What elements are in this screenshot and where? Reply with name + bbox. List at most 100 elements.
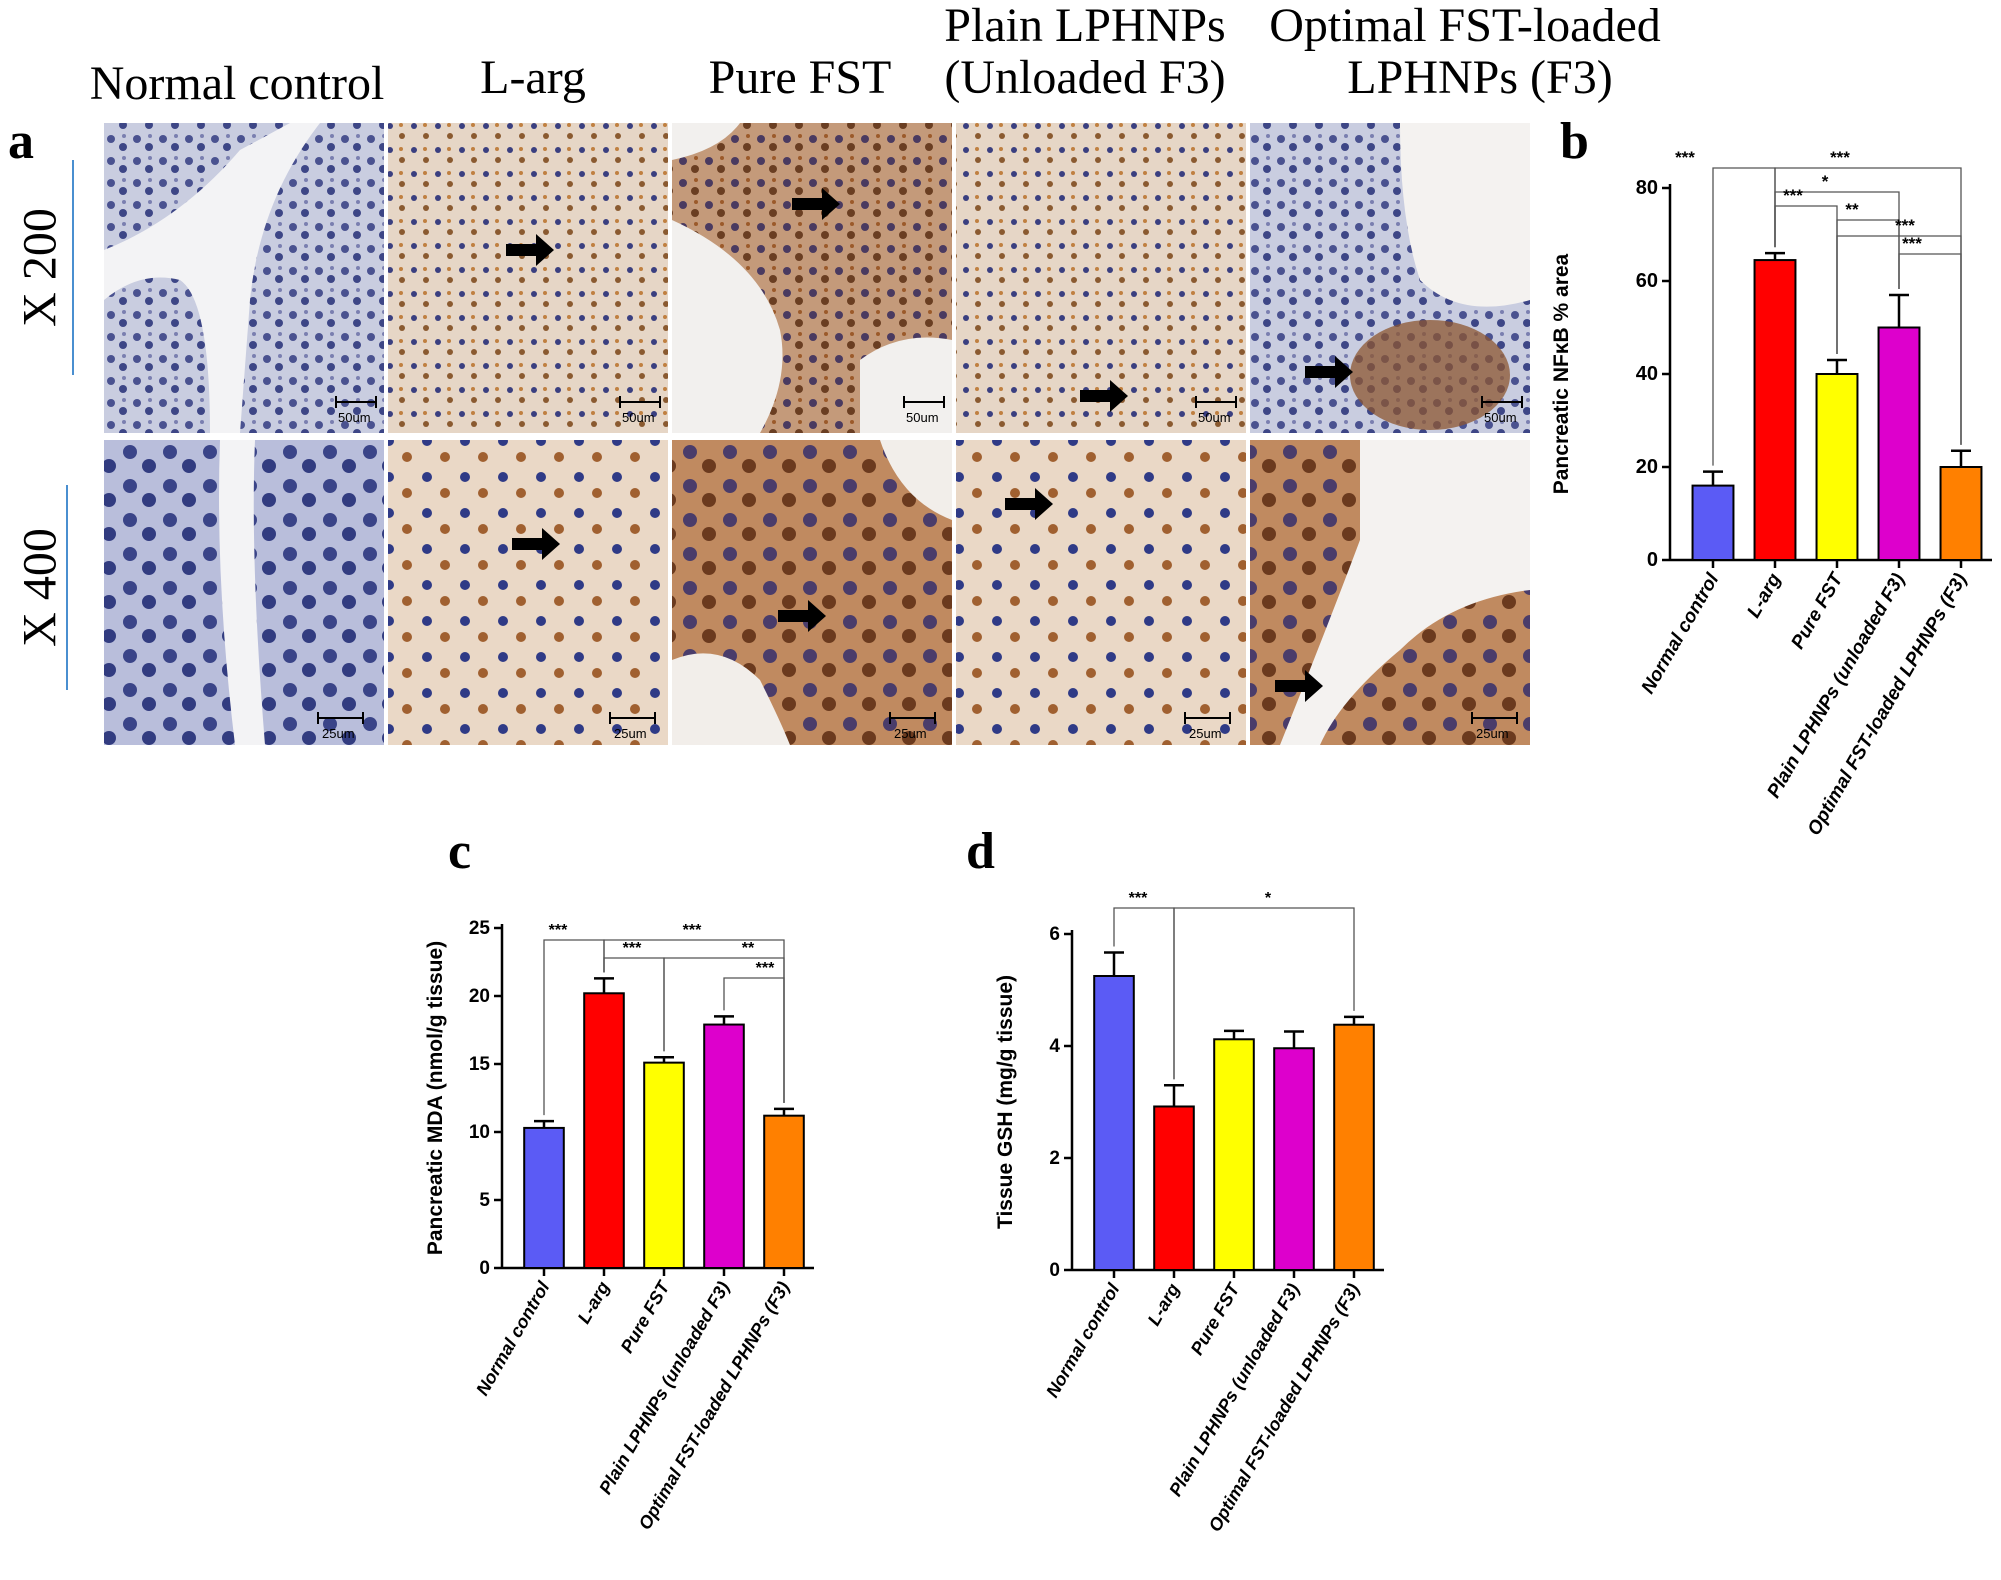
category-label: Normal control xyxy=(472,1277,554,1399)
category-label: Pure FST xyxy=(1787,569,1848,653)
column-header-line: Normal control xyxy=(89,57,385,110)
y-axis-label: Pancreatic NFκB % area xyxy=(1550,253,1573,494)
y-tick-label: 40 xyxy=(1636,363,1658,385)
lumen xyxy=(104,123,320,433)
bar xyxy=(583,992,625,1269)
significance-label: *** xyxy=(1830,150,1850,167)
bar xyxy=(1815,373,1859,561)
significance-label: ** xyxy=(742,940,755,957)
significance-bracket xyxy=(1173,907,1355,1080)
bar xyxy=(1877,326,1921,561)
column-header-l-arg: L-arg xyxy=(388,52,678,104)
bar xyxy=(643,1061,685,1269)
column-header-line: Optimal FST-loaded xyxy=(1269,0,1661,52)
column-header-line: Plain LPHNPs xyxy=(944,0,1226,52)
bar xyxy=(1939,466,1983,561)
column-header-line: LPHNPs (F3) xyxy=(1347,51,1613,104)
column-header-pure-fst: Pure FST xyxy=(660,52,940,104)
y-tick-label: 0 xyxy=(1049,1260,1060,1281)
arrow-icon xyxy=(1005,488,1053,520)
y-tick-label: 0 xyxy=(479,1258,490,1279)
arrow-icon xyxy=(1080,380,1128,412)
arrow-icon xyxy=(778,600,826,632)
micrograph-plain-400 xyxy=(956,440,1246,745)
bar xyxy=(763,1114,805,1269)
micrograph-plain-200 xyxy=(956,123,1246,433)
bar xyxy=(1093,975,1135,1271)
column-header-line: Pure FST xyxy=(708,51,892,104)
scale-bar-label: 50um xyxy=(906,410,939,425)
category-label: Normal control xyxy=(1638,569,1724,697)
significance-label: *** xyxy=(1895,216,1915,235)
significance-label: *** xyxy=(1675,150,1695,167)
arrow-icon xyxy=(506,234,554,266)
scale-bar-label: 50um xyxy=(1198,410,1231,425)
arrow-icon xyxy=(1305,356,1353,388)
y-tick-label: 20 xyxy=(1636,456,1658,478)
significance-label: *** xyxy=(549,922,568,939)
y-tick-label: 0 xyxy=(1647,549,1658,571)
arrow-icon xyxy=(1275,670,1323,702)
bar xyxy=(1691,484,1735,562)
scale-bar-label: 25um xyxy=(322,726,355,741)
column-header-plain-lphnps: Plain LPHNPs (Unloaded F3) xyxy=(925,0,1245,104)
arrow-icon xyxy=(512,528,560,560)
significance-bracket xyxy=(723,977,785,1103)
scale-bar-label: 50um xyxy=(338,410,371,425)
significance-label: *** xyxy=(623,940,642,957)
y-tick-label: 2 xyxy=(1049,1148,1060,1169)
scale-bar-label: 50um xyxy=(1484,410,1517,425)
chart-d: 0 2 4 6 Tissue GSH (mg/g tissue) Normal contr… xyxy=(994,890,1384,1535)
lumen xyxy=(219,440,265,745)
column-header-optimal-fst: Optimal FST-loaded LPHNPs (F3) xyxy=(1255,0,1675,104)
category-label: Pure FST xyxy=(1187,1278,1245,1358)
y-tick-label: 10 xyxy=(469,1122,490,1143)
lumen xyxy=(672,440,952,745)
significance-bracket xyxy=(1774,167,1962,445)
bar xyxy=(1213,1038,1255,1271)
micrograph-larg-200 xyxy=(388,123,668,433)
column-header-line: (Unloaded F3) xyxy=(944,51,1226,104)
y-tick-label: 80 xyxy=(1636,177,1658,199)
scale-bar-label: 25um xyxy=(894,726,927,741)
lumen xyxy=(672,123,952,433)
scale-bar-label: 25um xyxy=(1189,726,1222,741)
chart-c: 0 5 10 15 20 25 Pancreatic MDA (nmol/g tissue)… xyxy=(424,918,814,1533)
brown-stained-region xyxy=(1350,320,1510,430)
significance-bracket xyxy=(1898,253,1962,445)
bar xyxy=(1273,1047,1315,1271)
y-tick-label: 15 xyxy=(469,1054,491,1075)
y-tick-label: 20 xyxy=(469,986,490,1007)
column-header-line: L-arg xyxy=(480,51,586,104)
scale-bar-label: 25um xyxy=(614,726,647,741)
panel-label-a: a xyxy=(8,113,34,170)
y-tick-label: 6 xyxy=(1049,924,1060,945)
magnification-line xyxy=(66,485,68,690)
significance-label: * xyxy=(1822,172,1829,191)
bar xyxy=(1753,259,1797,561)
y-tick-label: 60 xyxy=(1636,270,1658,292)
scale-bar-label: 25um xyxy=(1476,726,1509,741)
panel-label-d: d xyxy=(966,823,995,880)
bar xyxy=(1333,1023,1375,1271)
y-axis-label: Pancreatic MDA (nmol/g tissue) xyxy=(424,941,447,1255)
lumen xyxy=(1280,440,1530,745)
significance-label: *** xyxy=(683,922,702,939)
bar xyxy=(523,1126,565,1269)
panel-label-c: c xyxy=(448,823,472,880)
arrow-markers xyxy=(506,188,1353,702)
bar xyxy=(703,1023,745,1269)
category-label: L-arg xyxy=(574,1278,614,1327)
arrow-icon xyxy=(792,188,840,220)
magnification-line xyxy=(72,160,74,375)
category-label: Pure FST xyxy=(617,1276,675,1356)
y-axis-label: Tissue GSH (mg/g tissue) xyxy=(994,975,1017,1229)
panel-label-b: b xyxy=(1560,113,1589,170)
significance-label: *** xyxy=(1783,186,1803,205)
significance-label: *** xyxy=(756,960,775,977)
category-label: L-arg xyxy=(1144,1280,1184,1329)
significance-label: ** xyxy=(1845,200,1859,219)
category-label: Normal control xyxy=(1042,1279,1124,1401)
lumen xyxy=(1400,123,1530,307)
